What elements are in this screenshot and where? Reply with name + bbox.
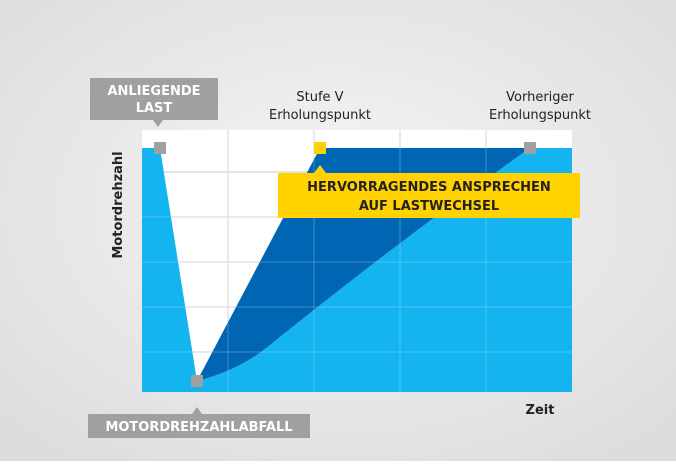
label: MOTORDREHZAHLABFALL — [105, 420, 292, 435]
label: HERVORRAGENDES ANSPRECHEN — [307, 180, 551, 195]
label: Erholungspunkt — [269, 108, 371, 123]
label: ANLIEGENDE — [107, 84, 200, 99]
marker — [191, 375, 203, 387]
pointer — [314, 165, 326, 173]
label: LAST — [136, 101, 173, 116]
pointer — [153, 120, 163, 127]
label: Vorheriger — [506, 90, 574, 105]
pointer — [192, 407, 202, 414]
response-box — [278, 173, 580, 218]
load-box — [90, 78, 218, 120]
label: Stufe V — [296, 90, 343, 105]
y-axis-label: Motordrehzahl — [111, 151, 126, 258]
marker — [524, 142, 536, 154]
marker — [314, 142, 326, 154]
drop-box — [88, 414, 310, 438]
marker — [154, 142, 166, 154]
label: AUF LASTWECHSEL — [359, 199, 499, 214]
x-axis-label: Zeit — [526, 403, 555, 418]
label: Erholungspunkt — [489, 108, 591, 123]
